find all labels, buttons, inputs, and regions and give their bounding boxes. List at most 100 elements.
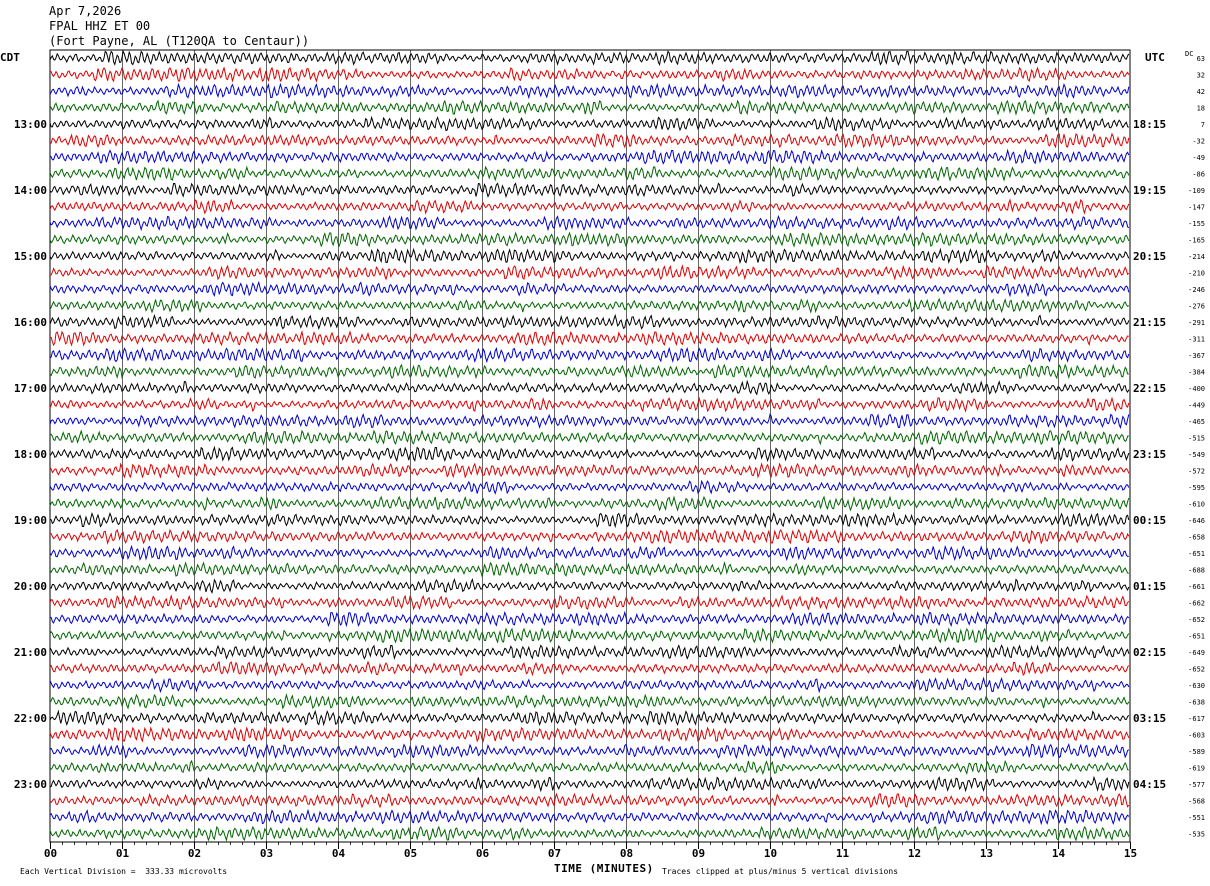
left-hour-label: 20:00 [14, 580, 47, 593]
dc-offset-label: -577 [1188, 781, 1205, 789]
seismic-trace [49, 660, 1130, 677]
dc-offset-label: -276 [1188, 303, 1205, 311]
dc-offset-label: -246 [1188, 286, 1205, 294]
dc-offset-label: -214 [1188, 253, 1205, 261]
seismic-trace [49, 247, 1130, 265]
dc-offset-label: -630 [1188, 682, 1205, 690]
seismic-trace [49, 479, 1130, 495]
dc-offset-label: 7 [1201, 121, 1205, 129]
seismic-trace [49, 396, 1130, 413]
seismic-trace [49, 66, 1130, 83]
right-hour-label: 21:15 [1133, 316, 1166, 329]
left-hour-label: 17:00 [14, 382, 47, 395]
dc-offset-label: -549 [1188, 451, 1205, 459]
right-hour-label: 20:15 [1133, 250, 1166, 263]
x-tick-label: 11 [836, 847, 850, 860]
dc-offset-label: -147 [1188, 204, 1205, 212]
x-tick-label: 04 [332, 847, 346, 860]
x-tick-label: 01 [116, 847, 130, 860]
seismic-trace [49, 643, 1130, 660]
dc-header-label: DC [1185, 50, 1193, 58]
dc-offset-label: -649 [1188, 649, 1205, 657]
dc-offset-label: 42 [1197, 88, 1205, 96]
dc-offset-label: -32 [1192, 138, 1205, 146]
seismic-trace [49, 693, 1130, 710]
seismic-trace [49, 99, 1130, 116]
dc-offset-label: -619 [1188, 765, 1205, 773]
left-hour-label: 18:00 [14, 448, 47, 461]
left-hour-label: 23:00 [14, 778, 47, 791]
seismic-trace [49, 214, 1130, 232]
x-tick-label: 08 [620, 847, 633, 860]
dc-offset-label: -638 [1188, 699, 1205, 707]
dc-offset-label: -155 [1188, 220, 1205, 228]
dc-offset-label: -367 [1188, 352, 1205, 360]
date-label: Apr 7,2026 [49, 4, 122, 18]
right-hour-label: 03:15 [1133, 712, 1166, 725]
dc-offset-label: -688 [1188, 567, 1205, 575]
x-tick-label: 07 [548, 847, 561, 860]
seismic-trace [49, 544, 1129, 562]
dc-offset-label: 32 [1197, 72, 1205, 80]
dc-offset-label: 63 [1197, 55, 1205, 63]
left-hour-label: 16:00 [14, 316, 47, 329]
seismic-trace [49, 709, 1130, 727]
dc-offset-label: -652 [1188, 616, 1205, 624]
dc-offset-label: -589 [1188, 748, 1205, 756]
seismic-trace [49, 148, 1130, 165]
seismic-trace [49, 808, 1130, 826]
plot-frame [49, 49, 1131, 843]
dc-offset-label: -449 [1188, 402, 1205, 410]
left-hour-label: 15:00 [14, 250, 47, 263]
x-tick-label: 00 [44, 847, 57, 860]
dc-offset-label: -384 [1188, 369, 1205, 377]
seismic-trace [49, 49, 1130, 66]
seismic-trace [49, 165, 1130, 182]
seismic-trace [49, 429, 1129, 446]
seismic-trace [49, 792, 1130, 809]
x-tick-label: 10 [764, 847, 777, 860]
dc-offset-label: -661 [1188, 583, 1205, 591]
right-hour-label: 01:15 [1133, 580, 1166, 593]
dc-offset-label: -551 [1188, 814, 1205, 822]
x-tick-label: 12 [908, 847, 921, 860]
station-label: FPAL HHZ ET 00 [49, 19, 151, 33]
dc-offset-label: -165 [1188, 237, 1205, 245]
x-tick-label: 15 [1124, 847, 1137, 860]
dc-offset-label: -109 [1188, 187, 1205, 195]
dc-offset-label: -603 [1188, 732, 1205, 740]
seismic-trace [49, 82, 1130, 100]
left-hour-label: 22:00 [14, 712, 47, 725]
x-tick-label: 03 [260, 847, 273, 860]
seismic-trace [49, 445, 1130, 463]
dc-offset-label: -658 [1188, 534, 1205, 542]
right-hour-label: 18:15 [1133, 118, 1166, 131]
seismic-trace [49, 412, 1130, 430]
x-tick-label: 05 [404, 847, 417, 860]
dc-offset-label: -465 [1188, 418, 1205, 426]
seismic-trace [49, 759, 1129, 776]
dc-offset-label: -595 [1188, 484, 1205, 492]
left-hour-label: 19:00 [14, 514, 47, 527]
dc-offset-label: -291 [1188, 319, 1205, 327]
seismic-trace [49, 462, 1130, 479]
right-hour-label: 04:15 [1133, 778, 1166, 791]
seismic-trace [49, 182, 1130, 199]
seismic-trace [50, 528, 1130, 545]
right-hour-label: 23:15 [1133, 448, 1166, 461]
x-tick-label: 02 [188, 847, 201, 860]
seismic-trace [50, 330, 1129, 347]
dc-offset-label: -210 [1188, 270, 1205, 278]
seismic-trace [49, 280, 1130, 298]
dc-offset-label: -662 [1188, 600, 1205, 608]
seismic-trace [49, 594, 1130, 611]
scale-footnote: Each Vertical Division = 333.33 microvol… [20, 867, 228, 876]
seismic-trace [49, 511, 1130, 529]
seismic-trace [49, 577, 1130, 594]
seismic-trace [49, 313, 1130, 331]
seismic-trace [49, 346, 1130, 364]
seismic-trace [49, 495, 1130, 512]
seismic-trace [49, 132, 1130, 149]
dc-offset-label: -652 [1188, 666, 1205, 674]
